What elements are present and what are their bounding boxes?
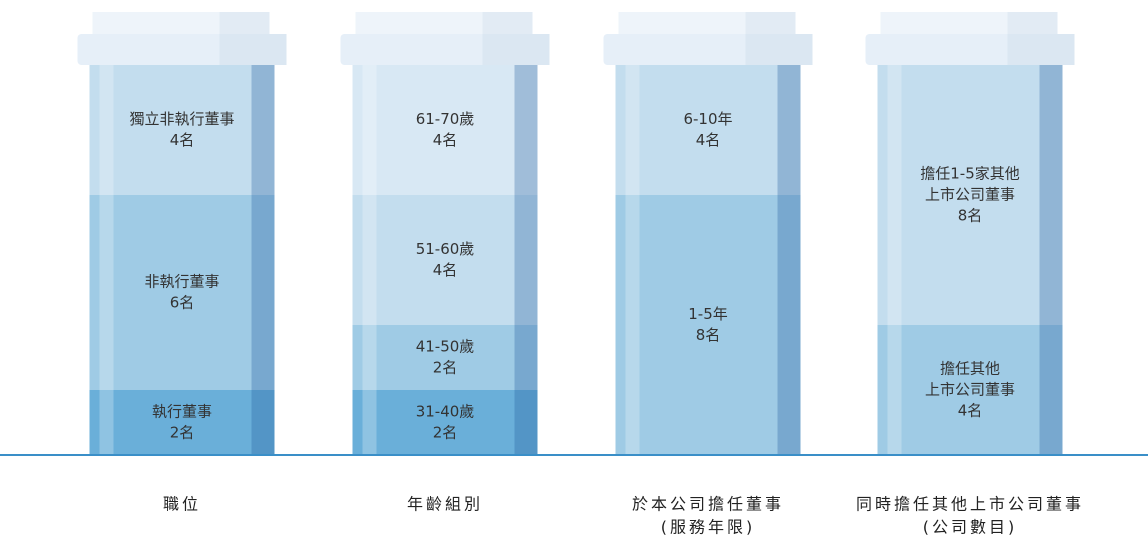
segment-shade bbox=[514, 325, 538, 390]
segment bbox=[89, 390, 275, 455]
segment-shade bbox=[514, 390, 538, 455]
cap-shade bbox=[745, 34, 813, 65]
x-tick-label: (服務年限) bbox=[661, 518, 756, 537]
segment-label: 擔任1-5家其他 bbox=[920, 165, 1020, 183]
segment-highlight bbox=[362, 195, 377, 325]
x-tick-label: (公司數目) bbox=[923, 518, 1018, 537]
segment-label: 非執行董事 bbox=[144, 273, 219, 291]
segment bbox=[89, 195, 275, 390]
segment-highlight bbox=[887, 325, 902, 455]
cap-top-shade bbox=[745, 12, 796, 36]
segment-highlight bbox=[625, 195, 640, 455]
segment bbox=[615, 195, 801, 455]
segment bbox=[352, 195, 538, 325]
x-tick-label: 於本公司擔任董事 bbox=[632, 495, 784, 514]
segment-shade bbox=[251, 65, 275, 195]
segment-label: 6-10年 bbox=[683, 110, 732, 128]
value-label: 4名 bbox=[696, 131, 721, 149]
segment-shade bbox=[777, 65, 801, 195]
segment-highlight bbox=[362, 390, 377, 455]
segment-label: 擔任其他 bbox=[940, 360, 1000, 378]
segment-shade bbox=[1039, 65, 1063, 325]
segment bbox=[877, 65, 1063, 325]
segment-shade bbox=[251, 390, 275, 455]
segment-highlight bbox=[887, 65, 902, 325]
segment-shade bbox=[514, 65, 538, 195]
segment bbox=[615, 65, 801, 195]
value-label: 4名 bbox=[958, 402, 983, 420]
cap-shade bbox=[219, 34, 287, 65]
cap-top-shade bbox=[219, 12, 270, 36]
segment bbox=[352, 325, 538, 390]
segment-highlight bbox=[625, 65, 640, 195]
segment-shade bbox=[1039, 325, 1063, 455]
segment-highlight bbox=[362, 65, 377, 195]
segment bbox=[352, 390, 538, 455]
segment-highlight bbox=[99, 195, 114, 390]
cap-shade bbox=[482, 34, 550, 65]
value-label: 4名 bbox=[433, 131, 458, 149]
value-label: 2名 bbox=[433, 424, 458, 442]
x-tick-label: 年齡組別 bbox=[407, 495, 483, 514]
segment-shade bbox=[514, 195, 538, 325]
segment-label: 上市公司董事 bbox=[925, 381, 1015, 399]
value-label: 8名 bbox=[696, 326, 721, 344]
segment bbox=[352, 65, 538, 195]
value-label: 2名 bbox=[433, 359, 458, 377]
value-label: 8名 bbox=[958, 207, 983, 225]
segment-label: 上市公司董事 bbox=[925, 186, 1015, 204]
segment-label: 51-60歲 bbox=[416, 240, 475, 258]
segment-label: 獨立非執行董事 bbox=[129, 110, 234, 128]
segment-highlight bbox=[99, 65, 114, 195]
value-label: 4名 bbox=[433, 261, 458, 279]
cap-top-shade bbox=[1007, 12, 1058, 36]
value-label: 2名 bbox=[170, 424, 195, 442]
value-label: 6名 bbox=[170, 294, 195, 312]
segment-highlight bbox=[99, 390, 114, 455]
segment-label: 1-5年 bbox=[688, 305, 728, 323]
segment-label: 31-40歲 bbox=[416, 403, 475, 421]
segment-label: 41-50歲 bbox=[416, 338, 475, 356]
segment bbox=[89, 65, 275, 195]
segment-shade bbox=[251, 195, 275, 390]
segment-label: 執行董事 bbox=[152, 403, 212, 421]
segment-label: 61-70歲 bbox=[416, 110, 475, 128]
segment-shade bbox=[777, 195, 801, 455]
x-tick-label: 同時擔任其他上市公司董事 bbox=[856, 495, 1084, 514]
cap-top-shade bbox=[482, 12, 533, 36]
cap-shade bbox=[1007, 34, 1075, 65]
segment bbox=[877, 325, 1063, 455]
segment-highlight bbox=[362, 325, 377, 390]
value-label: 4名 bbox=[170, 131, 195, 149]
x-tick-label: 職位 bbox=[163, 495, 201, 514]
